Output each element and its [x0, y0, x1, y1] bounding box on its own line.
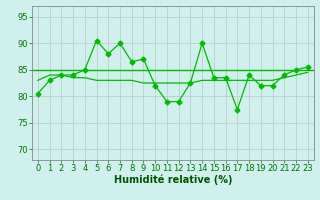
X-axis label: Humidité relative (%): Humidité relative (%) — [114, 175, 232, 185]
